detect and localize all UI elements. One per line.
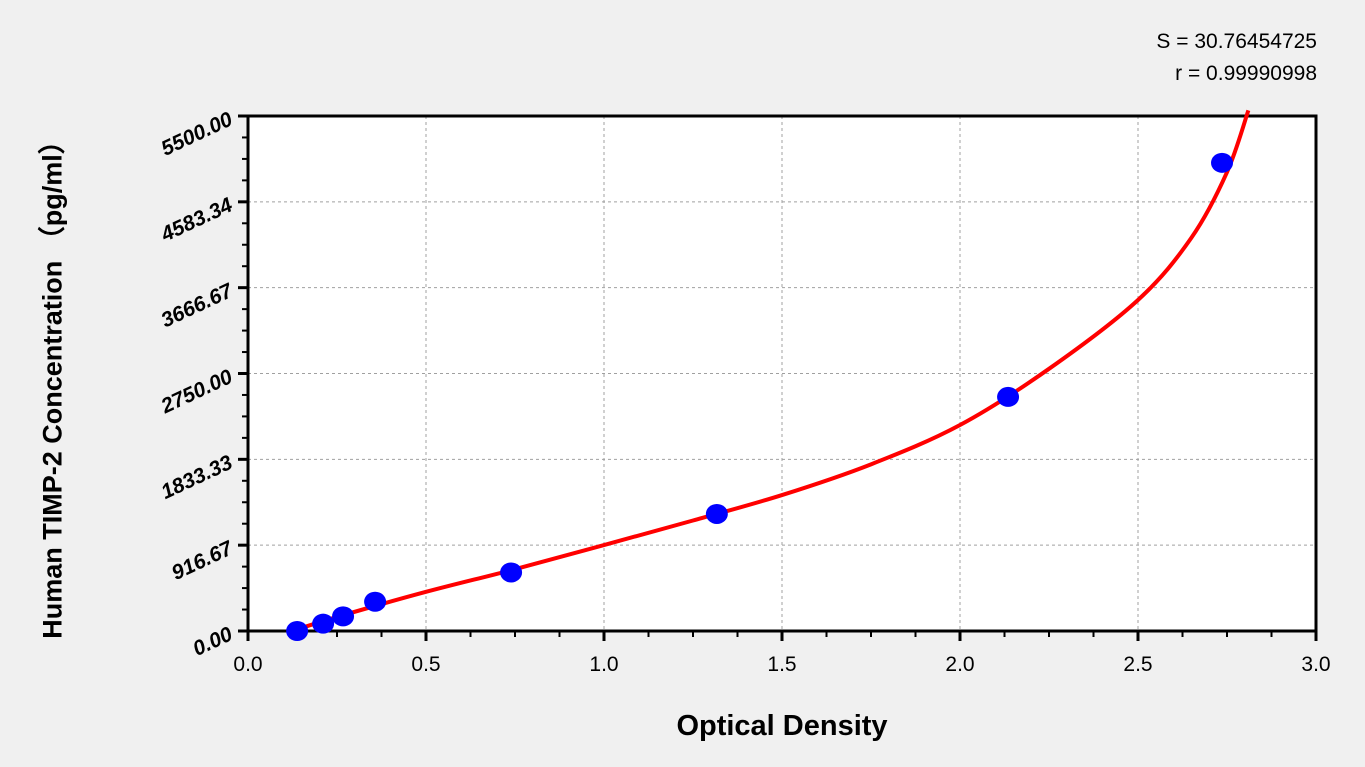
y-axis-label: Human TIMP-2 Concentration （pg/ml）	[37, 127, 68, 639]
y-tick-label: 2750.00	[157, 365, 237, 418]
x-tick-label: 1.5	[767, 653, 796, 676]
x-tick-label: 1.0	[589, 653, 618, 676]
x-tick-label: 3.0	[1301, 653, 1330, 676]
y-tick-label: 4583.34	[157, 193, 237, 246]
y-tick-label: 1833.33	[158, 451, 237, 504]
x-axis-label: Optical Density	[676, 710, 888, 742]
data-point	[500, 562, 523, 583]
plot-frame	[246, 114, 1318, 633]
y-tick-label: 5500.00	[158, 108, 237, 161]
r-annotation: r = 0.99990998	[1175, 62, 1317, 85]
y-tick-label: 0.00	[189, 623, 236, 661]
x-tick-label: 2.5	[1123, 653, 1152, 676]
data-point	[1211, 152, 1234, 173]
fit-curve	[291, 109, 1251, 633]
s-annotation: S = 30.76454725	[1156, 30, 1317, 53]
x-tick-label: 0.5	[411, 653, 440, 676]
data-point	[997, 386, 1020, 407]
data-point	[705, 503, 728, 524]
data-point	[332, 606, 355, 627]
y-tick-label: 916.67	[168, 536, 237, 585]
x-tick-label: 2.0	[945, 653, 974, 676]
x-tick-label: 0.0	[233, 653, 262, 676]
data-point	[364, 591, 387, 612]
data-point	[312, 613, 335, 634]
data-point	[286, 621, 309, 641]
y-tick-label: 3666.67	[158, 279, 238, 332]
